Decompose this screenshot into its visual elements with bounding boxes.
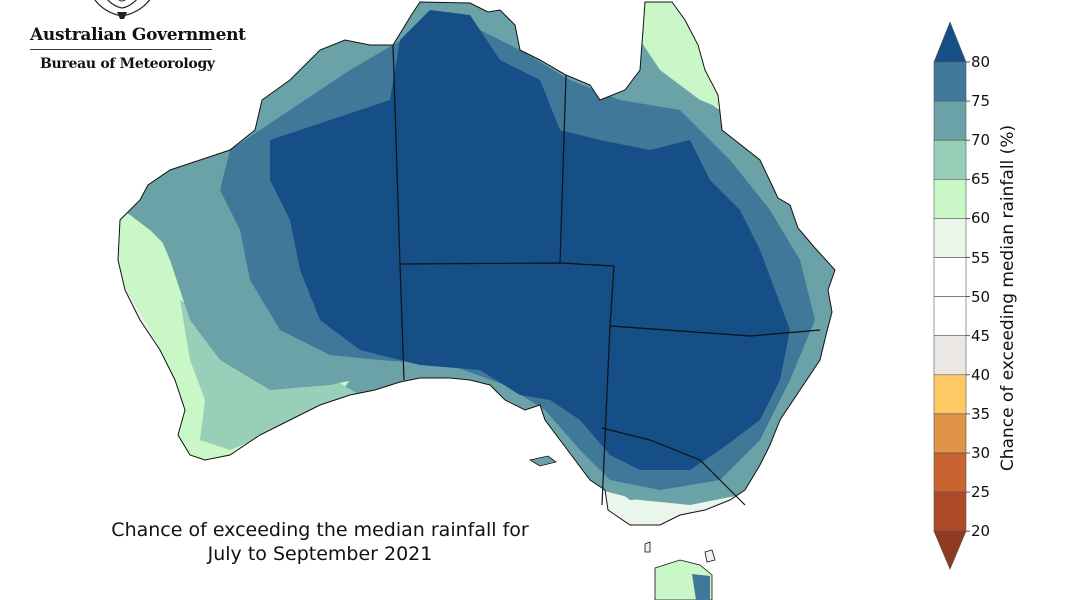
- colorbar-bin-30-35: [933, 413, 967, 454]
- colorbar-bin-70-75: [933, 100, 967, 141]
- colorbar-tick-45: 45: [971, 326, 991, 345]
- colorbar-tick-20: 20: [971, 522, 991, 541]
- colorbar-bin-60-65: [933, 179, 967, 219]
- state-borders: [392, 44, 821, 506]
- colorbar-tick-65: 65: [971, 170, 991, 189]
- king-island: [644, 541, 651, 553]
- colorbar: [933, 21, 970, 570]
- colorbar-tick-25: 25: [971, 483, 991, 502]
- australia-coastline: [117, 1, 836, 526]
- colorbar-bin-20-25: [933, 491, 967, 532]
- colorbar-bin-40-45: [933, 335, 967, 376]
- colorbar-bin-75-80: [933, 61, 967, 102]
- government-name: Australian Government: [30, 25, 246, 45]
- colorbar-tick-60: 60: [971, 209, 991, 228]
- kangaroo-island: [528, 455, 557, 467]
- coat-of-arms-icon: [94, 0, 151, 19]
- map-caption: Chance of exceeding the median rainfall …: [60, 518, 580, 566]
- colorbar-over-arrow: [933, 21, 967, 63]
- colorbar-tick-50: 50: [971, 287, 991, 306]
- tasmania-east: [692, 574, 710, 600]
- colorbar-bin-25-30: [933, 452, 967, 493]
- logo-divider: [30, 49, 212, 50]
- colorbar-bin-50-55: [933, 257, 967, 297]
- zone-over-80: [270, 10, 790, 470]
- colorbar-tick-30: 30: [971, 444, 991, 462]
- colorbar-tick-55: 55: [971, 248, 991, 267]
- colorbar-bin-65-70: [933, 139, 967, 180]
- colorbar-tick-70: 70: [971, 131, 991, 150]
- caption-line-2: July to September 2021: [207, 543, 433, 565]
- flinders-island: [704, 549, 716, 563]
- colorbar-label: Chance of exceeding median rainfall (%): [998, 124, 1018, 472]
- colorbar-tick-80: 80: [971, 53, 991, 71]
- bureau-name: Bureau of Meteorology: [40, 56, 215, 72]
- colorbar-bin-55-60: [933, 218, 967, 258]
- colorbar-tick-35: 35: [971, 404, 991, 423]
- colorbar-bin-35-40: [933, 374, 967, 415]
- colorbar-tick-75: 75: [971, 92, 991, 111]
- colorbar-under-arrow: [933, 530, 967, 570]
- caption-line-1: Chance of exceeding the median rainfall …: [111, 519, 529, 541]
- colorbar-tick-40: 40: [971, 365, 991, 384]
- colorbar-bin-45-50: [933, 296, 967, 337]
